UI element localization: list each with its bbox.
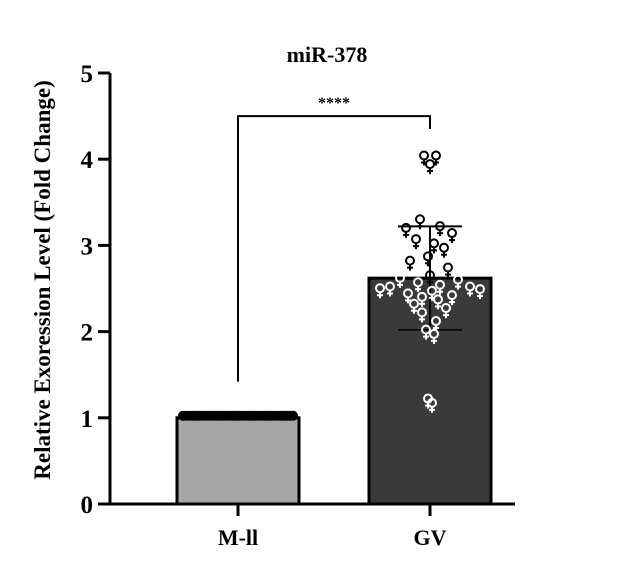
data-point: [435, 221, 445, 237]
data-point: [409, 298, 419, 314]
data-point: [288, 410, 298, 421]
data-point: [425, 159, 435, 175]
y-tick-label: 0: [81, 492, 94, 519]
data-point: [447, 228, 457, 244]
y-tick-label: 1: [81, 406, 94, 433]
data-point: [413, 277, 423, 293]
data-point: [417, 291, 427, 307]
data-point: [417, 307, 427, 323]
data-point: [405, 255, 415, 271]
data-point: [411, 234, 421, 250]
data-point: [433, 294, 443, 310]
significance-bracket: [237, 115, 431, 382]
data-point: [425, 270, 435, 286]
y-tick-label: 2: [81, 320, 94, 347]
significance-label: ****: [318, 95, 350, 112]
data-point: [375, 283, 385, 299]
data-point: [453, 274, 463, 290]
data-point: [429, 328, 439, 344]
data-point: [395, 272, 405, 288]
data-point: [435, 279, 445, 295]
data-point: [465, 281, 475, 297]
data-point: [429, 238, 439, 254]
y-axis-label: Relative Exoression Level (Fold Change): [30, 80, 55, 480]
y-tick-label: 3: [81, 233, 94, 260]
y-tick-label: 5: [81, 61, 94, 88]
data-point: [421, 324, 431, 340]
data-point: [427, 397, 437, 413]
data-point: [419, 150, 429, 166]
data-point: [415, 214, 425, 230]
data-point: [439, 242, 449, 258]
data-point: [475, 284, 485, 300]
data-point: [423, 251, 433, 267]
bar-m-ll: [175, 416, 301, 506]
x-tick-label: GV: [414, 525, 447, 550]
x-tick-label: M-ll: [218, 525, 258, 550]
data-point: [401, 222, 411, 238]
y-tick-label: 4: [81, 147, 94, 174]
data-point: [443, 262, 453, 278]
data-point: [441, 303, 451, 319]
data-point: [447, 290, 457, 306]
data-point: [403, 288, 413, 304]
data-point: [385, 281, 395, 297]
chart-title: miR-378: [287, 42, 368, 67]
